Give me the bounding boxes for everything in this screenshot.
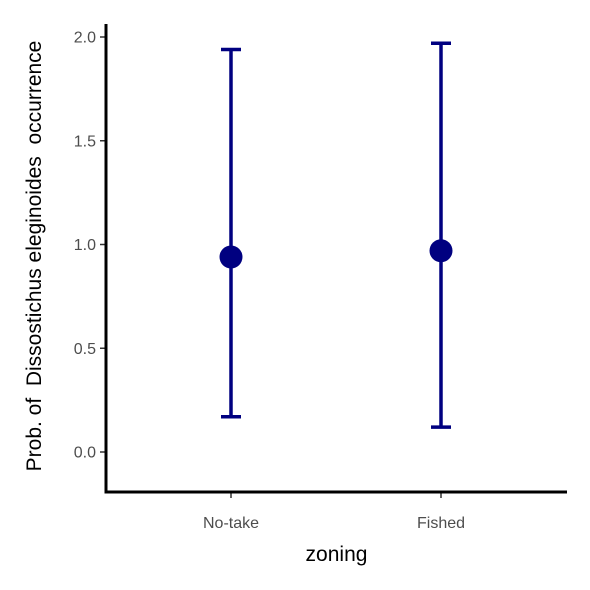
x-tick-label: No-take: [203, 515, 259, 532]
error-bar-fished: [431, 41, 451, 429]
y-tick-label: 1.5: [74, 133, 96, 150]
y-tick-label: 2.0: [74, 30, 96, 47]
y-axis-ticks: 0.0 0.5 1.0 1.5 2.0: [74, 30, 106, 462]
plot-area: [219, 41, 453, 429]
y-axis-title: Prob. of Dissostichus eleginoides occurr…: [23, 41, 46, 472]
data-point-fished: [429, 239, 453, 263]
data-point-no-take: [219, 245, 243, 269]
x-axis-title: zoning: [306, 543, 368, 566]
x-axis-ticks: No-take Fished: [203, 492, 465, 532]
y-tick-label: 0.0: [74, 445, 96, 462]
y-tick-label: 0.5: [74, 341, 96, 358]
y-tick-label: 1.0: [74, 237, 96, 254]
x-tick-label: Fished: [417, 515, 465, 532]
error-bar-no-take: [221, 47, 241, 419]
